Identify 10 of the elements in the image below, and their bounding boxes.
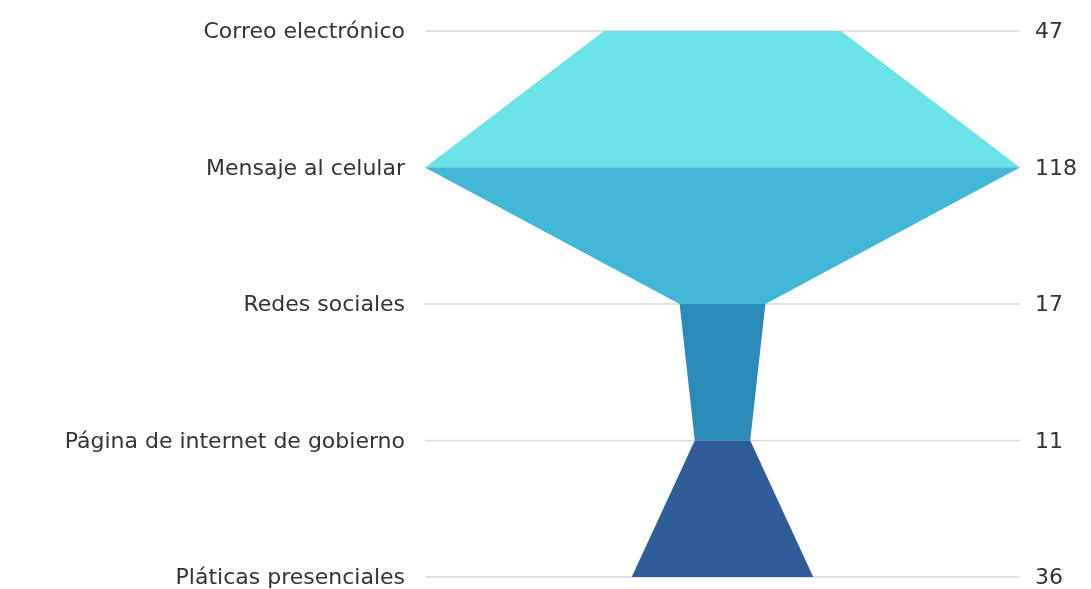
data-label: 118 (1035, 154, 1077, 180)
data-label: 36 (1035, 564, 1063, 589)
data-label: 11 (1035, 427, 1063, 453)
data-label: 47 (1035, 18, 1063, 43)
category-label: Redes sociales (243, 291, 405, 316)
category-label: Página de internet de gobierno (64, 427, 405, 453)
data-label: 17 (1035, 291, 1063, 316)
category-label: Pláticas presenciales (175, 564, 405, 589)
category-label: Mensaje al celular (206, 154, 406, 180)
category-label: Correo electrónico (203, 18, 405, 43)
